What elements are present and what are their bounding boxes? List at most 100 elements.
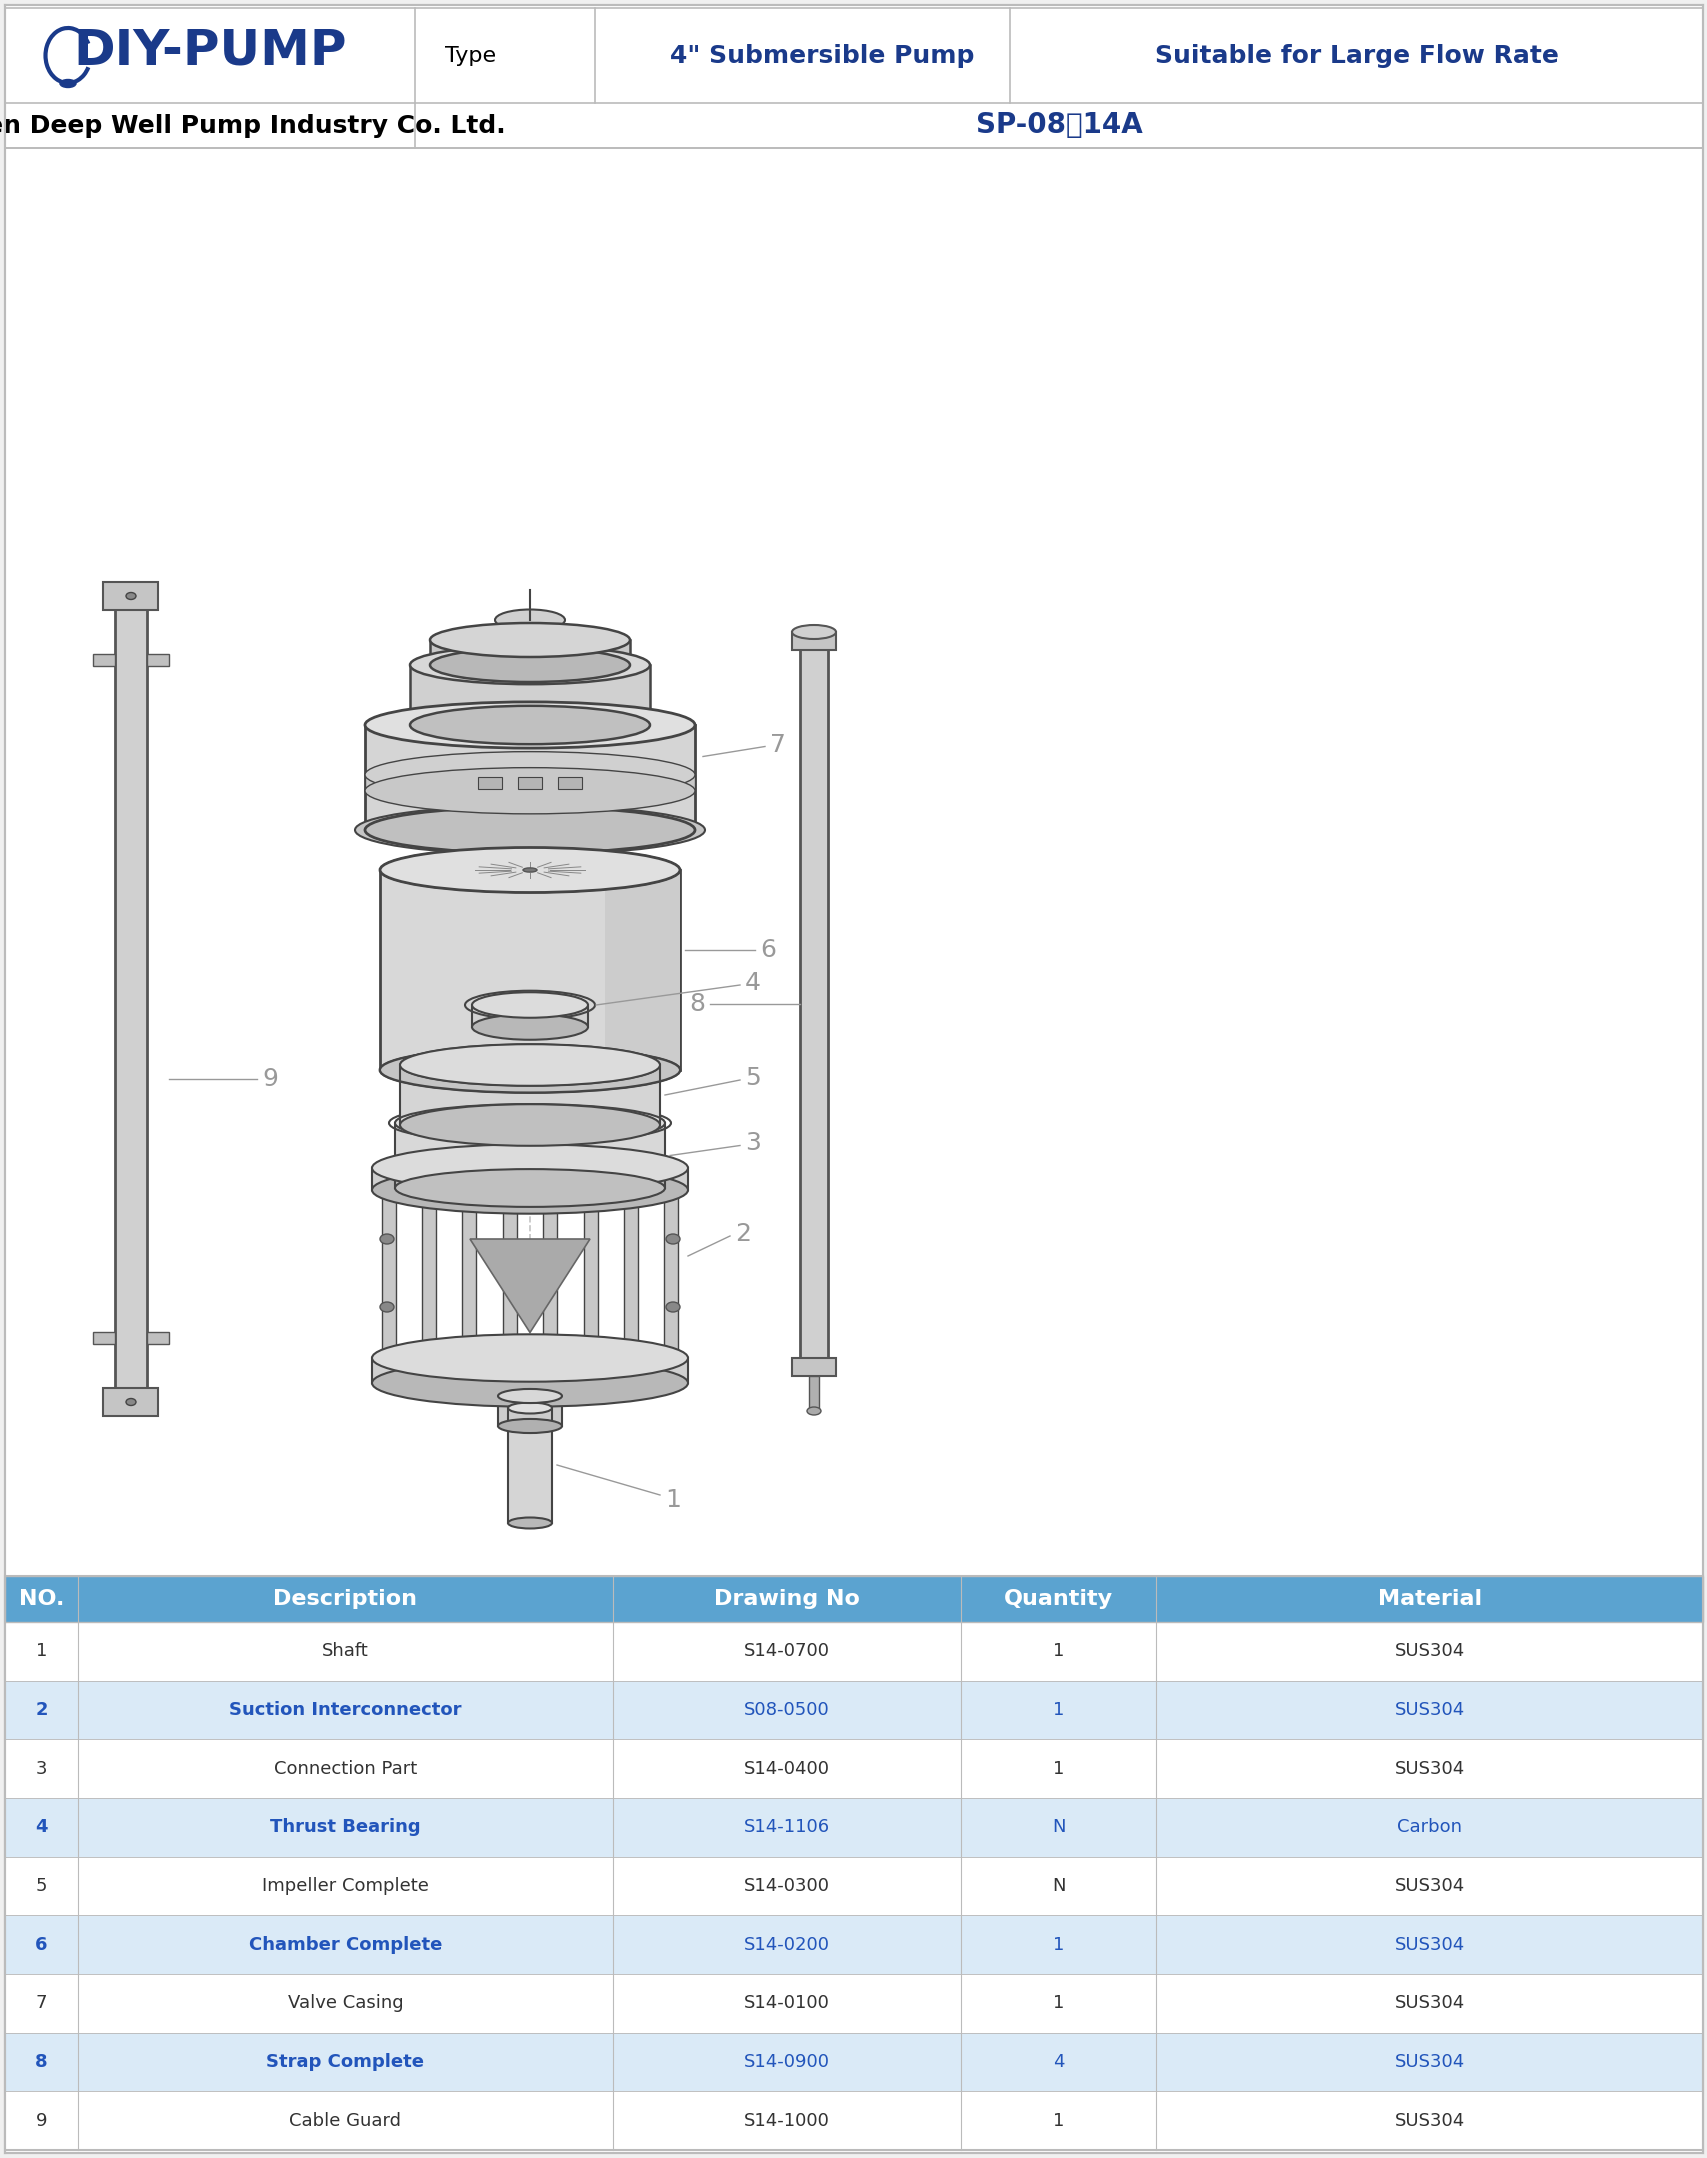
Ellipse shape <box>60 80 75 88</box>
Bar <box>92 1331 114 1344</box>
Bar <box>147 654 169 667</box>
Bar <box>399 1066 659 1124</box>
Bar <box>471 1006 587 1027</box>
Ellipse shape <box>365 768 695 814</box>
Bar <box>478 777 502 790</box>
Ellipse shape <box>490 1060 570 1070</box>
Text: 8: 8 <box>36 2052 48 2072</box>
Bar <box>584 1189 597 1357</box>
Text: 6: 6 <box>36 1936 48 1953</box>
Bar <box>147 1331 169 1344</box>
Text: Carbon: Carbon <box>1396 1819 1461 1836</box>
Ellipse shape <box>430 647 630 682</box>
Ellipse shape <box>502 1116 556 1131</box>
Ellipse shape <box>372 1360 688 1407</box>
Ellipse shape <box>495 609 565 630</box>
Text: DIY-PUMP: DIY-PUMP <box>73 26 347 76</box>
Ellipse shape <box>495 865 565 876</box>
Bar <box>372 1167 688 1189</box>
Text: S14-0700: S14-0700 <box>744 1642 830 1660</box>
Bar <box>430 641 630 665</box>
Text: S08-0500: S08-0500 <box>744 1701 830 1720</box>
Bar <box>379 870 679 1070</box>
Text: 5: 5 <box>36 1877 48 1895</box>
Text: 7: 7 <box>770 732 785 757</box>
Text: 8: 8 <box>688 993 705 1016</box>
Bar <box>382 1189 396 1357</box>
Ellipse shape <box>372 1144 688 1191</box>
Bar <box>809 1377 819 1411</box>
Text: S14-1106: S14-1106 <box>744 1819 830 1836</box>
Text: 1: 1 <box>1052 1642 1063 1660</box>
Bar <box>507 1407 551 1524</box>
Ellipse shape <box>666 1234 679 1243</box>
Text: SUS304: SUS304 <box>1393 2113 1465 2130</box>
Text: Type: Type <box>446 45 495 65</box>
Bar <box>5 1575 1702 2149</box>
Text: Connection Part: Connection Part <box>273 1759 417 1778</box>
Ellipse shape <box>379 1047 679 1092</box>
Ellipse shape <box>430 624 630 656</box>
Ellipse shape <box>516 1120 545 1126</box>
Text: S14-0300: S14-0300 <box>744 1877 830 1895</box>
Bar <box>558 777 582 790</box>
Ellipse shape <box>379 1301 394 1312</box>
Text: Material: Material <box>1378 1588 1480 1610</box>
Text: Cable Guard: Cable Guard <box>288 2113 401 2130</box>
Text: N: N <box>1052 1877 1065 1895</box>
Bar <box>5 1575 1702 1623</box>
Ellipse shape <box>410 852 650 887</box>
Bar <box>422 1189 435 1357</box>
Bar <box>604 870 679 1070</box>
Text: Description: Description <box>273 1588 417 1610</box>
Text: 9: 9 <box>261 1066 278 1092</box>
Ellipse shape <box>440 857 620 883</box>
Ellipse shape <box>498 1390 562 1403</box>
Bar <box>792 1357 835 1377</box>
Bar <box>5 1739 1702 1798</box>
Ellipse shape <box>365 751 695 798</box>
Text: 1: 1 <box>36 1642 48 1660</box>
Text: 5: 5 <box>744 1066 760 1090</box>
Ellipse shape <box>126 593 137 600</box>
Bar <box>5 2091 1702 2149</box>
Bar <box>5 1681 1702 1739</box>
Text: SUS304: SUS304 <box>1393 1759 1465 1778</box>
Text: Suitable for Large Flow Rate: Suitable for Large Flow Rate <box>1154 43 1557 67</box>
Ellipse shape <box>399 1044 659 1085</box>
Ellipse shape <box>379 1234 394 1243</box>
Text: Quantity: Quantity <box>1004 1588 1113 1610</box>
Text: SP-08～14A: SP-08～14A <box>975 112 1142 140</box>
Ellipse shape <box>522 868 536 872</box>
Bar <box>498 1396 562 1426</box>
Bar <box>394 1122 664 1189</box>
Ellipse shape <box>394 1170 664 1206</box>
Ellipse shape <box>516 999 545 1012</box>
Bar <box>543 1189 556 1357</box>
Bar <box>5 1916 1702 1975</box>
Text: 6: 6 <box>760 939 775 962</box>
Ellipse shape <box>469 861 589 878</box>
Text: S14-0100: S14-0100 <box>744 1994 830 2011</box>
Bar <box>502 1189 517 1357</box>
Ellipse shape <box>365 701 695 749</box>
Text: 2: 2 <box>734 1221 751 1245</box>
Text: 9: 9 <box>36 2113 48 2130</box>
Ellipse shape <box>666 1301 679 1312</box>
Bar <box>5 1798 1702 1856</box>
Text: SUS304: SUS304 <box>1393 1877 1465 1895</box>
Bar <box>495 619 565 641</box>
Text: Strap Complete: Strap Complete <box>266 2052 425 2072</box>
Ellipse shape <box>507 1517 551 1528</box>
Ellipse shape <box>379 1047 679 1092</box>
Ellipse shape <box>365 807 695 852</box>
Text: Impeller Complete: Impeller Complete <box>261 1877 428 1895</box>
Text: 2: 2 <box>36 1701 48 1720</box>
Text: Suction Interconnector: Suction Interconnector <box>229 1701 461 1720</box>
Bar <box>517 777 541 790</box>
Ellipse shape <box>519 1062 539 1068</box>
Ellipse shape <box>806 1407 821 1416</box>
Bar <box>664 1189 678 1357</box>
Ellipse shape <box>507 1403 551 1413</box>
Text: SUS304: SUS304 <box>1393 1994 1465 2011</box>
